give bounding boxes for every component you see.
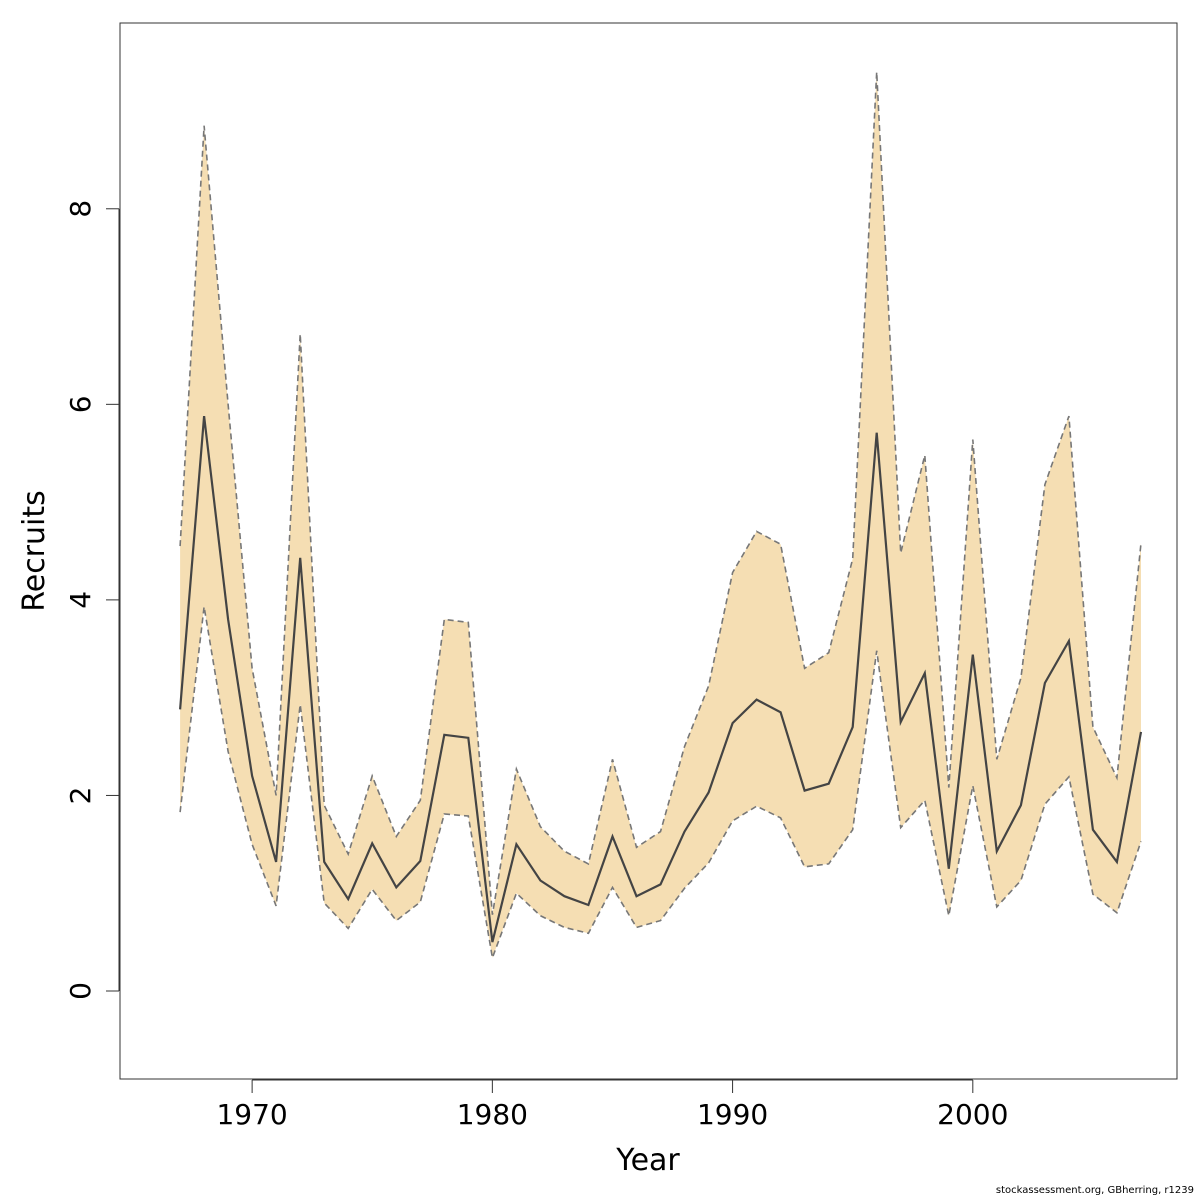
x-tick-label: 1990 — [697, 1098, 768, 1131]
y-axis-label: Recruits — [17, 490, 52, 612]
plot-frame — [119, 22, 1178, 1080]
x-tick-label: 1970 — [216, 1098, 287, 1131]
x-tick-label: 1980 — [457, 1098, 528, 1131]
x-tick-label: 2000 — [937, 1098, 1008, 1131]
upper-bound-line — [179, 71, 1142, 915]
confidence-band — [180, 71, 1142, 958]
y-tick-label: 0 — [64, 982, 97, 1000]
credit-text: stockassessment.org, GBherring, r1239 — [995, 1185, 1194, 1196]
y-tick-label: 2 — [64, 787, 97, 805]
lower-bound-line — [179, 606, 1142, 961]
y-axis: 0 2 4 6 8 — [64, 200, 120, 1000]
recruits-estimate-line — [179, 415, 1143, 943]
x-axis: 1970 1980 1990 2000 — [216, 1079, 1008, 1131]
y-tick-label: 8 — [64, 200, 97, 218]
y-tick-label: 6 — [64, 395, 97, 413]
y-tick-label: 4 — [64, 591, 97, 609]
x-axis-label: Year — [615, 1143, 680, 1178]
